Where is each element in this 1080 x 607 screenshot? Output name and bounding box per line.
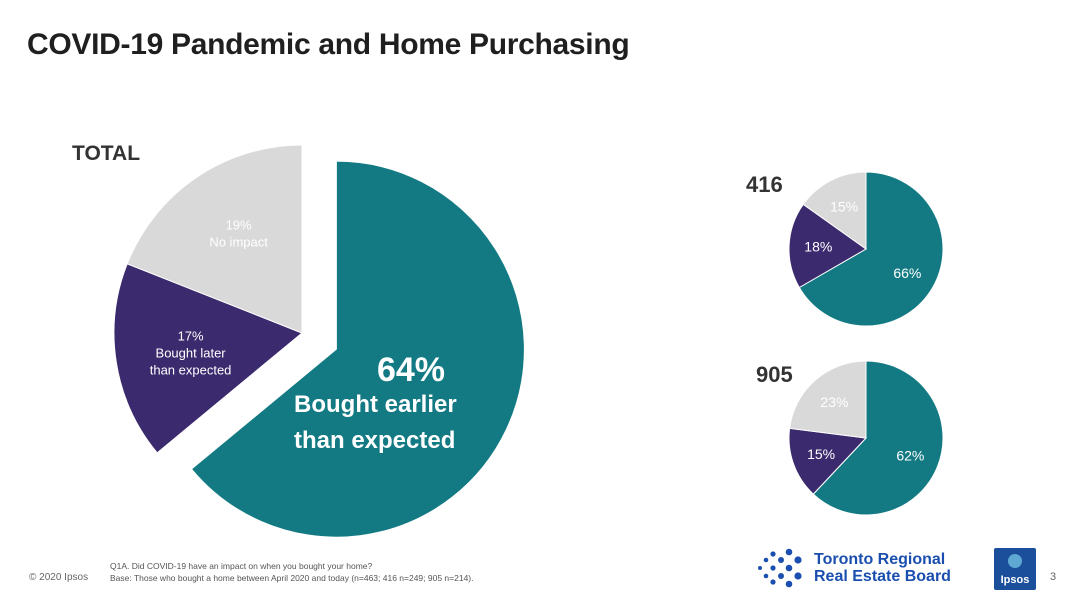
pie-slice [812,360,944,516]
slice-value-label: 62% [896,448,924,464]
pie-slice [788,203,867,289]
pie-slice [798,171,944,327]
ipsos-emblem-icon [1008,554,1022,568]
footnote-question: Q1A. Did COVID-19 have an impact on when… [110,561,373,571]
pie-slice [788,427,868,495]
trreb-wordmark: Toronto Regional Real Estate Board [814,551,951,585]
slice-value-label: 18% [804,239,832,255]
slice-category-label: than expected [294,427,455,454]
trreb-line-1: Toronto Regional [814,551,946,568]
page-number: 3 [1050,571,1057,583]
footnote: Q1A. Did COVID-19 have an impact on when… [110,560,474,584]
ipsos-logo: Ipsos [994,548,1036,590]
chart-905-title: 905 [756,362,793,387]
pie-slice [802,171,867,250]
slice-value-label: 64% [377,351,445,389]
copyright: © 2020 Ipsos [29,572,89,583]
slice-category-label: Bought later [156,346,227,361]
footnote-base: Base: Those who bought a home between Ap… [110,573,474,583]
slice-category-label: No impact [209,235,268,250]
trreb-line-2: Real Estate Board [814,568,951,585]
slice-value-label: 15% [830,199,858,215]
pie-chart-0: 64%Bought earlier than expected 17% Bought … [113,144,525,538]
slice-value-label: 66% [893,265,921,281]
slice-value-label: 15% [807,446,835,462]
slice-value-label: 19% [226,218,252,233]
trreb-dots-icon [758,548,802,588]
pie-slice [126,144,303,334]
slice-value-label: 23% [820,394,848,410]
slice-category-label: than expected [150,363,232,378]
total-chart-title: TOTAL [72,142,141,165]
slice-value-label: 17% [178,329,204,344]
pie-slice [789,360,867,439]
chart-416-title: 416 [746,172,783,197]
pie-slice [113,263,303,454]
ipsos-wordmark: Ipsos [1000,574,1030,586]
pie-slice [190,160,525,538]
slice-category-label: Bought earlier [294,391,457,418]
trreb-logo: Toronto Regional Real Estate Board [754,548,951,588]
pie-chart-2: 62% 15% 23% [788,360,944,516]
slide-title: COVID-19 Pandemic and Home Purchasing [27,28,630,61]
pie-chart-1: 66% 18% 15% [788,171,944,327]
